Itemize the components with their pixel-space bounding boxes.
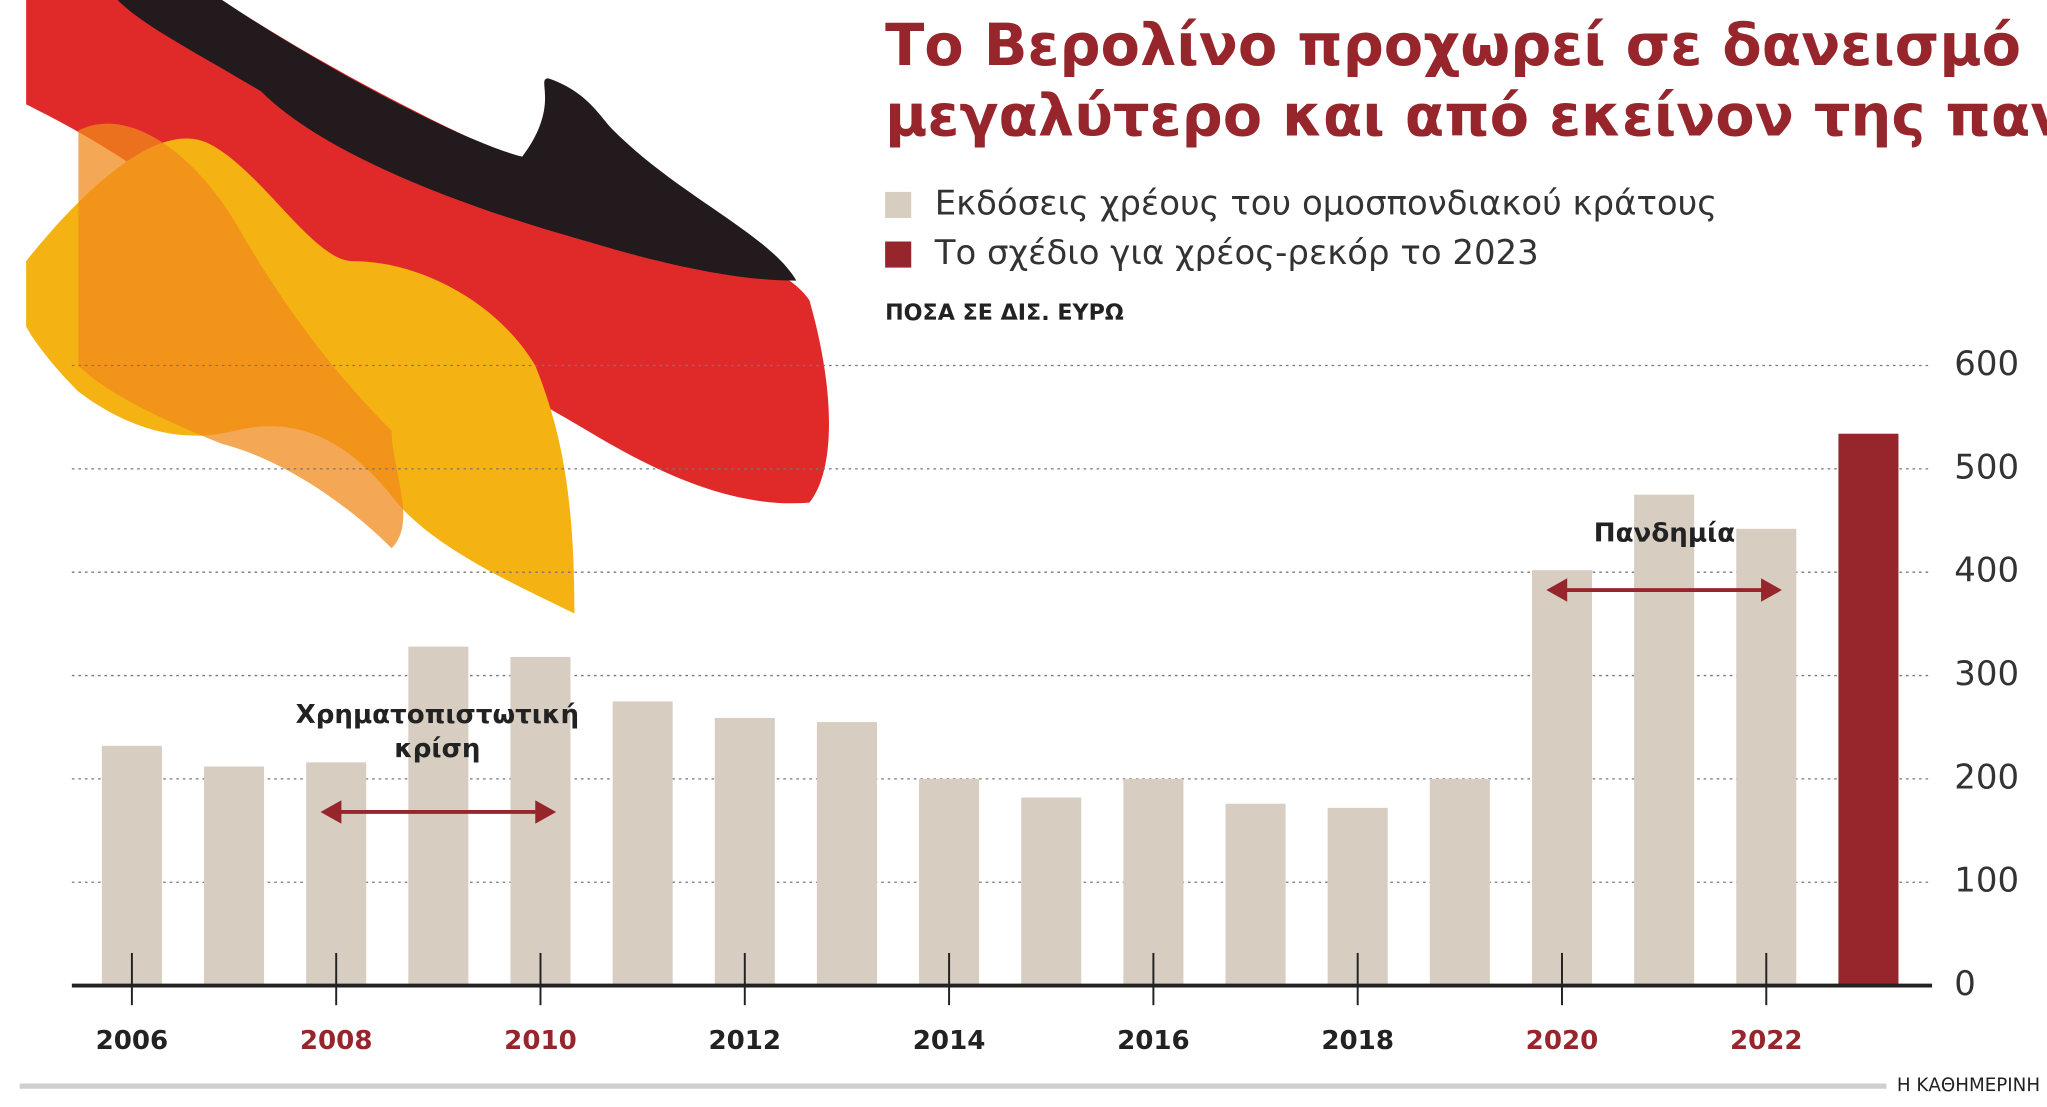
bar <box>1021 797 1082 986</box>
bar <box>612 701 673 986</box>
bar <box>1531 570 1593 986</box>
bar <box>306 762 367 986</box>
annotation: Πανδημία <box>1594 518 1735 548</box>
bar <box>204 766 265 986</box>
y-tick-label: 600 <box>1954 344 2019 384</box>
x-tick-label: 2010 <box>504 1026 577 1056</box>
bar <box>816 722 877 986</box>
bar <box>1429 778 1490 986</box>
annotation: κρίση <box>394 734 480 764</box>
x-tick-label: 2022 <box>1730 1026 1803 1056</box>
x-tick-label: 2006 <box>96 1026 169 1056</box>
flag-illustration <box>26 0 829 614</box>
y-tick-label: 300 <box>1954 654 2019 694</box>
x-tick-label: 2020 <box>1526 1026 1599 1056</box>
bar <box>1123 778 1184 986</box>
bar <box>1736 528 1797 986</box>
legend-label: Το σχέδιο για χρέος-ρεκόρ το 2023 <box>934 233 1539 273</box>
x-tick-label: 2014 <box>913 1026 986 1056</box>
chart-title: μεγαλύτερο και από εκείνον της πανδημίας <box>885 83 2047 150</box>
y-tick-label: 0 <box>1954 964 1976 1004</box>
x-tick-label: 2008 <box>300 1026 373 1056</box>
y-tick-label: 200 <box>1954 757 2019 797</box>
y-tick-label: 400 <box>1954 551 2019 591</box>
chart-title: Το Βερολίνο προχωρεί σε δανεισμό <box>885 12 2021 79</box>
legend-label: Εκδόσεις χρέους του ομοσπονδιακού κράτου… <box>935 183 1718 223</box>
bar <box>1634 494 1695 986</box>
y-tick-label: 500 <box>1954 447 2019 487</box>
x-tick-label: 2016 <box>1117 1026 1190 1056</box>
bar <box>1225 803 1286 986</box>
x-tick-label: 2018 <box>1321 1026 1394 1056</box>
bar <box>408 646 469 986</box>
bar <box>714 717 775 986</box>
annotation: Χρηματοπιστωτική <box>296 700 579 730</box>
source: Η ΚΑΘΗΜΕΡΙΝΗ <box>1897 1075 2040 1096</box>
bar <box>101 745 162 986</box>
y-tick-label: 100 <box>1954 861 2019 901</box>
x-tick-label: 2012 <box>708 1026 781 1056</box>
bar <box>1838 433 1899 986</box>
bar <box>919 778 980 986</box>
legend-swatch <box>885 191 912 219</box>
bar <box>510 656 571 986</box>
chart-subtitle: ΠΟΣΑ ΣΕ ΔΙΣ. ΕΥΡΩ <box>885 300 1124 326</box>
legend-swatch <box>885 241 912 268</box>
